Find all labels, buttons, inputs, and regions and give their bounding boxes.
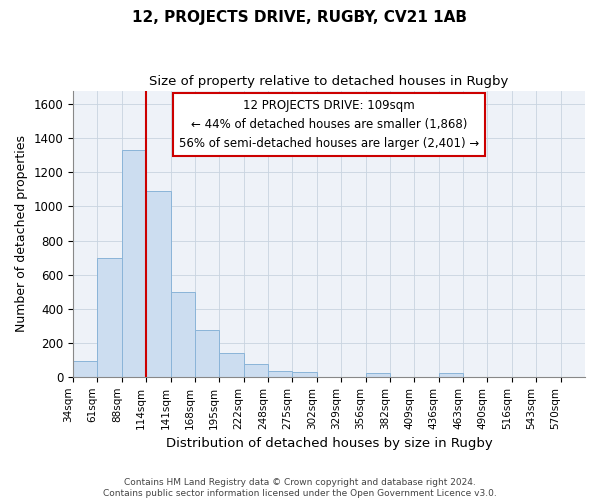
Bar [439,374,463,377]
Bar [122,150,146,377]
Bar [73,360,97,377]
Text: 12 PROJECTS DRIVE: 109sqm
← 44% of detached houses are smaller (1,868)
56% of se: 12 PROJECTS DRIVE: 109sqm ← 44% of detac… [179,99,479,150]
Bar [97,258,122,377]
Bar [244,364,268,377]
Bar [146,191,170,377]
Text: 12, PROJECTS DRIVE, RUGBY, CV21 1AB: 12, PROJECTS DRIVE, RUGBY, CV21 1AB [133,10,467,25]
Y-axis label: Number of detached properties: Number of detached properties [15,135,28,332]
Bar [268,371,292,377]
Bar [365,374,390,377]
X-axis label: Distribution of detached houses by size in Rugby: Distribution of detached houses by size … [166,437,493,450]
Text: Contains HM Land Registry data © Crown copyright and database right 2024.
Contai: Contains HM Land Registry data © Crown c… [103,478,497,498]
Bar [195,330,220,377]
Bar [220,353,244,377]
Title: Size of property relative to detached houses in Rugby: Size of property relative to detached ho… [149,75,509,88]
Bar [170,292,195,377]
Bar [292,372,317,377]
